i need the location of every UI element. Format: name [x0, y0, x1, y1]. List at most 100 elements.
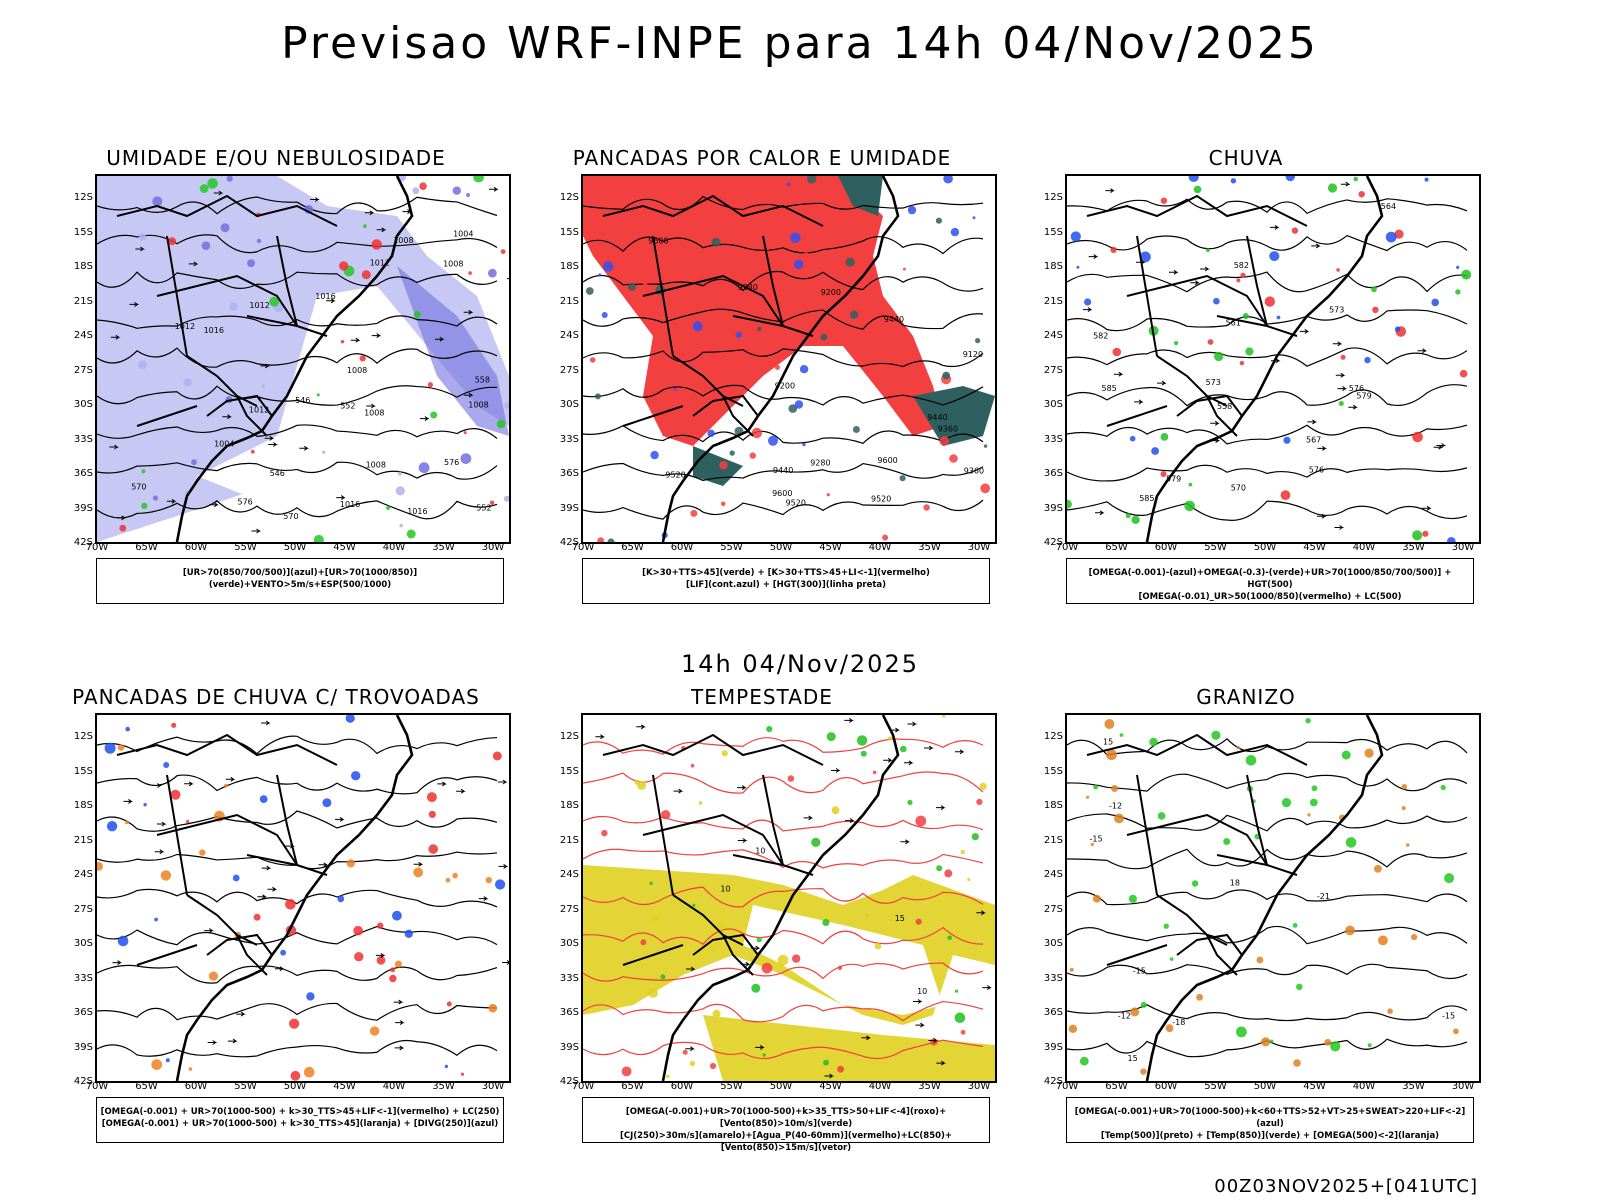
field-spot — [666, 1074, 670, 1079]
field-spot — [1196, 993, 1203, 1001]
isoline — [1067, 198, 1468, 215]
field-spot — [820, 333, 828, 341]
y-axis-label: 12S — [559, 192, 579, 203]
wind-arrow — [1200, 266, 1210, 272]
contour-label: 1008 — [366, 461, 386, 470]
field-spot — [597, 537, 605, 542]
field-spot — [1401, 806, 1406, 811]
wind-arrow — [497, 779, 508, 785]
contour-label: 1008 — [364, 409, 384, 418]
contour-label: 585 — [1139, 494, 1154, 503]
field-spot — [285, 899, 296, 910]
field-spot — [1378, 935, 1388, 946]
x-axis-label: 35W — [432, 1081, 455, 1092]
y-axis-label: 30S — [73, 399, 93, 410]
x-axis-label: 65W — [1105, 542, 1128, 553]
field-spot — [766, 246, 770, 251]
isoline — [583, 236, 984, 255]
field-spot — [637, 780, 647, 790]
field-spot — [446, 1001, 452, 1007]
isoline — [583, 771, 984, 794]
field-spot — [954, 989, 959, 993]
wind-arrow — [123, 798, 134, 804]
y-axis-label: 24S — [1043, 869, 1063, 880]
y-axis-label: 27S — [559, 364, 579, 376]
x-axis-label: 35W — [1402, 1081, 1425, 1092]
field-spot — [1184, 500, 1195, 512]
y-axis-label: 36S — [73, 1007, 93, 1018]
country-border — [136, 405, 198, 427]
field-spot — [201, 241, 211, 250]
field-spot — [1307, 813, 1311, 817]
x-axis: 70W 65W 60W 55W 50W 45W 40W 35W 30W — [86, 1081, 511, 1095]
panel-pancadas-calor: PANCADAS POR CALOR E UMIDADE 12S 15S 18S 21S… — [527, 146, 997, 636]
contour-label: 579 — [1166, 475, 1181, 484]
field-spot — [1086, 795, 1090, 799]
field-spot — [749, 452, 756, 459]
field-spot — [1191, 880, 1199, 887]
field-spot — [652, 915, 659, 922]
field-spot — [171, 722, 177, 728]
legend-line: [CJ(250)>30m/s](amarelo)+[Agua_P(40-60mm… — [619, 1131, 953, 1153]
y-axis-label: 15S — [1043, 765, 1063, 777]
field-spot — [709, 1062, 717, 1070]
contour-label: 9600 — [772, 489, 792, 498]
panel-chuva: CHUVA 12S 15S 18S 21S 24S 27S 30S 33S 36S 39S 42S 58… — [1011, 146, 1481, 636]
field-spot — [768, 435, 778, 446]
x-axis-label: 70W — [85, 542, 109, 553]
field-spot — [322, 798, 332, 808]
wind-arrow — [1136, 259, 1146, 265]
wind-arrow — [502, 960, 509, 965]
legend-line: [OMEGA(-0.001)+UR>70(1000-500)+k<60+TTS>… — [1074, 1107, 1466, 1129]
field-spot — [673, 387, 677, 391]
field-spot — [865, 913, 870, 918]
isoline — [97, 196, 498, 217]
x-axis-label: 40W — [382, 1081, 406, 1092]
field-spot — [1372, 306, 1379, 313]
field-spot — [1269, 251, 1280, 262]
y-axis-label: 21S — [73, 295, 93, 307]
wind-arrow — [109, 444, 120, 450]
wind-arrow — [376, 227, 387, 233]
field-spot — [1455, 289, 1461, 295]
wind-arrow — [375, 952, 386, 958]
country-border — [672, 894, 744, 946]
field-spot — [339, 261, 349, 271]
isoline — [97, 347, 498, 368]
y-axis-label: 15S — [73, 226, 93, 238]
y-axis-label: 27S — [73, 903, 93, 915]
x-axis-label: 35W — [1402, 542, 1425, 553]
contour-label: -18 — [1172, 1018, 1185, 1027]
x-axis: 70W 65W 60W 55W 50W 45W 40W 35W 30W — [86, 542, 511, 556]
y-axis-label: 36S — [73, 468, 93, 479]
contour-label: 1008 — [347, 366, 367, 375]
contour-label: 9200 — [821, 288, 841, 297]
field-spot — [1223, 838, 1231, 845]
field-spot — [729, 450, 735, 456]
isoline — [1067, 500, 1468, 521]
humidity-core — [397, 266, 509, 436]
field-spot — [1188, 482, 1193, 487]
field-spot — [1242, 313, 1249, 320]
contour-label: 1016 — [204, 326, 224, 335]
x-axis-label: 50W — [283, 542, 307, 553]
field-spot — [1076, 265, 1080, 269]
country-border — [236, 395, 268, 437]
field-spot — [947, 935, 952, 940]
contour-label: 9120 — [963, 350, 983, 359]
field-spot — [960, 1029, 966, 1035]
wind-arrow — [1105, 188, 1116, 194]
field-spot — [1261, 1037, 1271, 1047]
panel-title: UMIDADE E/OU NEBULOSIDADE — [106, 146, 446, 170]
field-spot — [761, 962, 773, 974]
contour-label: -12 — [1118, 1011, 1131, 1020]
valid-time-subtitle: 14h 04/Nov/2025 — [680, 650, 919, 678]
legend-line: [LIF](cont.azul) + [HGT(300)](linha pret… — [685, 580, 887, 590]
isoline — [583, 462, 984, 482]
field-spot — [735, 331, 742, 339]
field-spot — [141, 469, 146, 474]
country-border — [206, 933, 273, 956]
field-spot — [313, 534, 324, 542]
field-spot — [660, 974, 666, 980]
x-axis-label: 50W — [769, 1081, 793, 1092]
